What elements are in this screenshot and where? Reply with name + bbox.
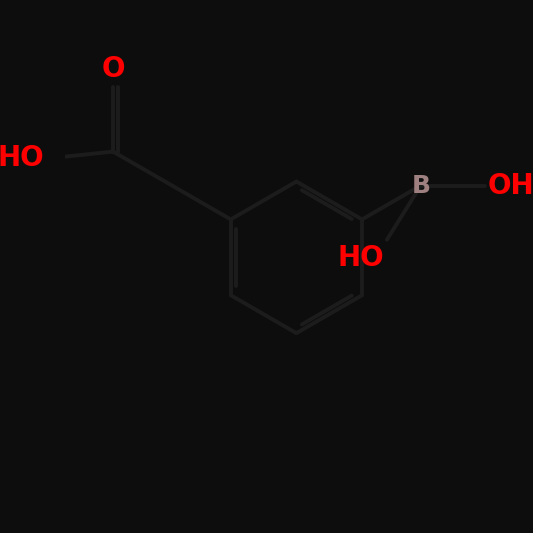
Text: B: B bbox=[411, 174, 430, 198]
Text: OH: OH bbox=[488, 172, 533, 199]
Text: O: O bbox=[101, 55, 125, 83]
Text: HO: HO bbox=[338, 244, 384, 272]
Text: HO: HO bbox=[0, 144, 45, 172]
